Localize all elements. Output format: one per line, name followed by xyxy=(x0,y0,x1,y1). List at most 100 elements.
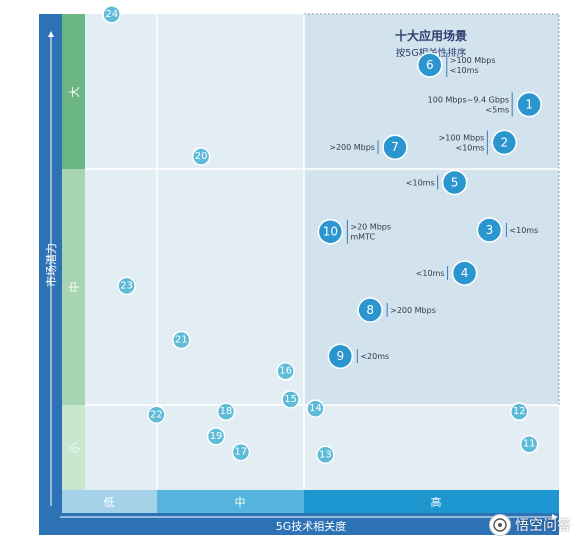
point-label-21: 21 xyxy=(175,334,188,345)
data-point-5: 5 <10ms xyxy=(406,169,468,196)
x-axis-label: 5G技术相关度 xyxy=(276,519,347,533)
x-band-low-bg xyxy=(62,490,157,513)
data-point-11: 11 xyxy=(519,434,539,454)
x-band-high-label: 高 xyxy=(431,495,442,509)
watermark-text: 悟空问答 xyxy=(515,518,571,534)
data-point-8: 8 >200 Mbps xyxy=(357,297,436,323)
data-point-7: 7 >200 Mbps xyxy=(329,134,408,160)
data-point-18: 18 xyxy=(216,402,236,421)
data-point-6: 6 >100 Mbps<10ms xyxy=(417,52,496,78)
x-band-mid-bg xyxy=(157,490,304,513)
x-band-low-label: 低 xyxy=(104,496,115,509)
annotation-text-7-0: >200 Mbps xyxy=(329,143,375,152)
point-marker-9 xyxy=(327,343,354,369)
annotation-text-5-0: <10ms xyxy=(406,178,435,187)
x-band-mid-label: 中 xyxy=(235,496,246,509)
annotation-text-2-0: >100 Mbps xyxy=(439,133,485,142)
point-marker-20 xyxy=(191,147,211,166)
point-marker-8 xyxy=(357,297,383,323)
annotation-text-1-1: <5ms xyxy=(485,106,509,115)
annotation-text-8-0: >200 Mbps xyxy=(390,306,436,315)
point-marker-5 xyxy=(441,169,468,196)
y-band-mid-bg xyxy=(62,169,85,405)
point-label-9: 9 xyxy=(336,349,344,363)
annotation-text-10-0: >20 Mbps xyxy=(350,223,391,232)
point-marker-19 xyxy=(206,427,226,446)
point-marker-15 xyxy=(281,390,300,409)
point-label-11: 11 xyxy=(523,439,536,450)
annotation-text-9-0: <20ms xyxy=(360,352,389,361)
data-point-12: 12 xyxy=(509,402,529,421)
point-label-22: 22 xyxy=(150,409,163,420)
point-marker-24 xyxy=(102,5,121,24)
point-label-24: 24 xyxy=(105,9,118,20)
data-point-15: 15 xyxy=(281,390,300,409)
point-marker-22 xyxy=(147,405,166,425)
point-label-13: 13 xyxy=(319,449,332,460)
data-point-24: 24 xyxy=(102,5,121,24)
point-label-18: 18 xyxy=(220,406,233,417)
data-point-13: 13 xyxy=(316,445,335,465)
data-point-16: 16 xyxy=(276,361,295,381)
point-marker-14 xyxy=(306,399,325,418)
point-label-15: 15 xyxy=(284,394,297,405)
data-point-23: 23 xyxy=(117,276,136,296)
point-marker-11 xyxy=(519,434,539,454)
chart-title: 十大应用场景 xyxy=(395,28,467,43)
point-label-12: 12 xyxy=(513,406,526,417)
point-marker-10 xyxy=(317,218,344,245)
point-label-8: 8 xyxy=(366,303,374,317)
point-label-5: 5 xyxy=(451,175,459,189)
data-point-14: 14 xyxy=(306,399,325,418)
y-band-big-label: 大 xyxy=(67,87,81,98)
watermark: 悟空问答 xyxy=(489,514,571,536)
point-label-3: 3 xyxy=(486,223,494,237)
y-band-small-bg xyxy=(62,405,85,490)
point-marker-21 xyxy=(172,330,191,350)
data-point-1: 1 100 Mbps~9.4 Gbps<5ms xyxy=(428,91,542,118)
point-marker-2 xyxy=(491,129,518,156)
point-marker-6 xyxy=(417,52,443,78)
point-marker-12 xyxy=(509,402,529,421)
point-marker-17 xyxy=(231,442,251,462)
point-marker-23 xyxy=(117,276,136,296)
data-point-2: 2 >100 Mbps<10ms xyxy=(439,129,518,156)
y-band-big-bg xyxy=(62,14,85,169)
point-label-23: 23 xyxy=(120,280,133,291)
point-marker-3 xyxy=(476,217,503,243)
point-label-17: 17 xyxy=(235,447,248,458)
y-axis-label: 市场潜力 xyxy=(44,243,58,287)
point-label-16: 16 xyxy=(279,366,292,377)
point-marker-1 xyxy=(516,91,542,118)
data-point-20: 20 xyxy=(191,147,211,166)
annotation-text-10-1: mMTC xyxy=(350,233,375,242)
point-label-20: 20 xyxy=(195,151,208,162)
annotation-text-3-0: <10ms xyxy=(509,226,538,235)
data-point-19: 19 xyxy=(206,427,226,446)
annotation-text-6-0: >100 Mbps xyxy=(450,56,496,65)
y-band-small-label: 小 xyxy=(68,443,81,454)
data-point-17: 17 xyxy=(231,442,251,462)
point-label-14: 14 xyxy=(309,403,322,414)
data-point-3: 3 <10ms xyxy=(476,217,538,243)
point-label-7: 7 xyxy=(391,140,399,154)
annotation-text-2-1: <10ms xyxy=(455,143,484,152)
data-point-22: 22 xyxy=(147,405,166,425)
y-band-mid-label: 中 xyxy=(68,282,81,293)
point-label-4: 4 xyxy=(461,266,469,280)
annotation-text-6-1: <10ms xyxy=(450,66,479,75)
point-marker-16 xyxy=(276,361,295,381)
data-point-21: 21 xyxy=(172,330,191,350)
data-point-4: 4 <10ms xyxy=(416,260,478,286)
point-marker-13 xyxy=(316,445,335,465)
point-label-10: 10 xyxy=(323,225,338,239)
annotation-text-1-0: 100 Mbps~9.4 Gbps xyxy=(428,96,510,105)
annotation-text-4-0: <10ms xyxy=(416,269,445,278)
watermark-logo-icon xyxy=(489,514,511,536)
data-point-9: 9 <20ms xyxy=(327,343,389,369)
point-label-6: 6 xyxy=(426,58,434,72)
x-band-high-bg xyxy=(304,490,559,513)
